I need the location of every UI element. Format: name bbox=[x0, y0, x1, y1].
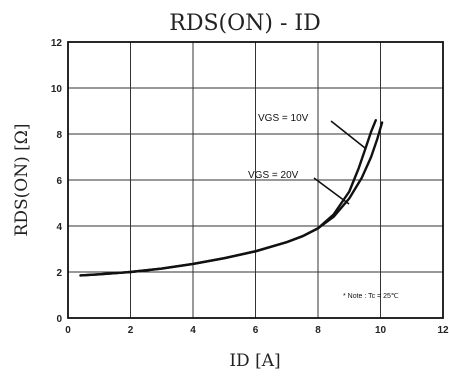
annotation-leader-2 bbox=[313, 177, 350, 205]
series-line-1 bbox=[79, 119, 377, 277]
y-tick-label: 8 bbox=[56, 130, 62, 141]
plot-frame bbox=[67, 41, 444, 319]
x-tick-label: 8 bbox=[315, 325, 321, 336]
note-text: * Note : Tc = 25℃ bbox=[343, 293, 399, 300]
y-axis-label: RDS(ON) [Ω] bbox=[12, 124, 32, 237]
x-tick-label: 10 bbox=[375, 325, 387, 336]
x-tick-label: 2 bbox=[128, 325, 134, 336]
x-axis-label: ID [A] bbox=[229, 351, 280, 371]
x-tick-label: 6 bbox=[253, 325, 259, 336]
y-tick-label: 12 bbox=[51, 38, 63, 49]
y-tick-label: 10 bbox=[51, 84, 63, 95]
x-tick-label: 4 bbox=[190, 325, 196, 336]
series-group bbox=[79, 119, 384, 277]
tick-labels: 0 2 4 6 8 10 12 0 2 4 6 8 10 12 bbox=[51, 38, 449, 336]
x-tick-label: 12 bbox=[437, 325, 449, 336]
annotation-label-1: VGS = 10V bbox=[258, 113, 309, 124]
x-tick-label: 0 bbox=[65, 325, 71, 336]
annotation-leader-1 bbox=[330, 120, 366, 149]
chart-title: RDS(ON) - ID bbox=[169, 11, 320, 36]
y-tick-label: 6 bbox=[56, 176, 62, 187]
annotations: VGS = 10V VGS = 20V bbox=[248, 113, 366, 205]
annotation-label-2: VGS = 20V bbox=[248, 170, 299, 181]
y-tick-label: 2 bbox=[56, 268, 62, 279]
y-tick-label: 0 bbox=[56, 314, 62, 325]
series-line-2 bbox=[79, 121, 384, 277]
y-tick-label: 4 bbox=[56, 222, 62, 233]
